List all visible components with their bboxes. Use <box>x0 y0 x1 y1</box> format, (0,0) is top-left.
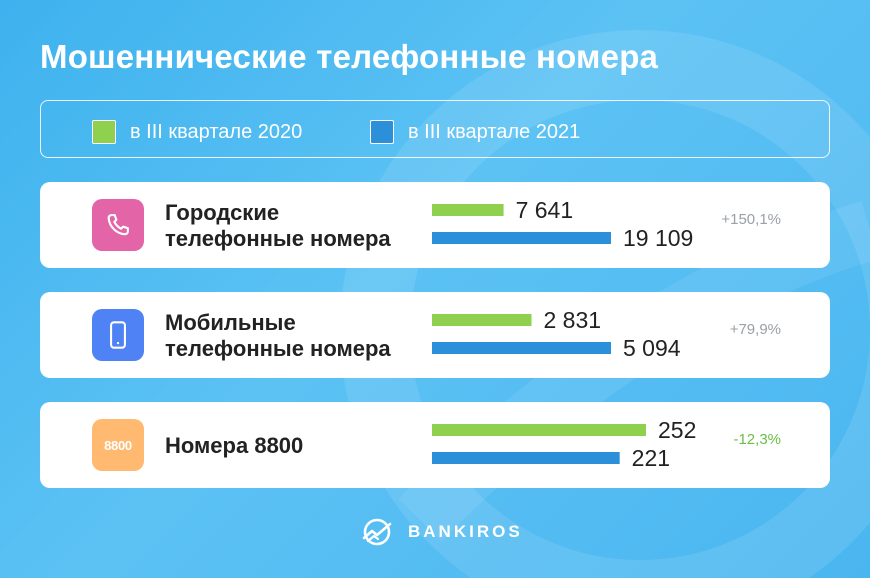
legend-item-2020: в III квартале 2020 <box>92 120 302 144</box>
smartphone-icon <box>92 309 144 361</box>
bar-2020 <box>432 314 532 326</box>
bar-2020-value-label: 2 831 <box>543 307 601 333</box>
bar-2020-value-label: 7 641 <box>516 197 574 223</box>
footer-brand: BANKIROS <box>360 517 523 547</box>
bankiros-logo-icon <box>362 518 392 546</box>
card-8800-numbers: 8800 Номера 8800 252 221 -12,3% <box>40 402 830 488</box>
bar-2021 <box>432 452 620 464</box>
bar-group-mobile: 2 831 5 094 <box>432 307 681 361</box>
legend-label-2020: в III квартале 2020 <box>130 120 303 143</box>
card-label-line1: Номера 8800 <box>165 433 304 458</box>
change-percent: +79,9% <box>729 321 781 338</box>
bar-2021-value-label: 5 094 <box>623 335 681 361</box>
chart-legend: в III квартале 2020 в III квартале 2021 <box>40 100 830 158</box>
card-label-line1: Городские <box>165 200 280 225</box>
change-percent: +150,1% <box>721 211 781 228</box>
change-percent: -12,3% <box>733 431 781 448</box>
bar-2021-value-label: 221 <box>632 445 670 471</box>
legend-item-2021: в III квартале 2021 <box>370 120 580 144</box>
card-label-line2: телефонные номера <box>165 336 391 361</box>
legend-swatch-2021 <box>370 120 394 144</box>
legend-label-2021: в III квартале 2021 <box>408 120 581 143</box>
bar-2020-value-label: 252 <box>658 417 696 443</box>
page-title: Мошеннические телефонные номера <box>40 38 659 75</box>
bar-group-city: 7 641 19 109 <box>432 197 693 251</box>
bar-2021 <box>432 342 611 354</box>
card-label-line2: телефонные номера <box>165 226 391 251</box>
bar-2021-value-label: 19 109 <box>623 225 693 251</box>
badge-8800-icon: 8800 <box>92 419 144 471</box>
phone-handset-icon <box>92 199 144 251</box>
legend-swatch-2020 <box>92 120 116 144</box>
bar-2020 <box>432 424 646 436</box>
bar-2021 <box>432 232 611 244</box>
bar-2020 <box>432 204 504 216</box>
brand-name: BANKIROS <box>408 522 523 541</box>
badge-8800-text: 8800 <box>104 437 132 453</box>
card-mobile-numbers: Мобильные телефонные номера 2 831 5 094 +… <box>40 292 830 378</box>
card-label-line1: Мобильные <box>165 310 296 335</box>
card-city-numbers: Городские телефонные номера 7 641 19 109 … <box>40 182 830 268</box>
